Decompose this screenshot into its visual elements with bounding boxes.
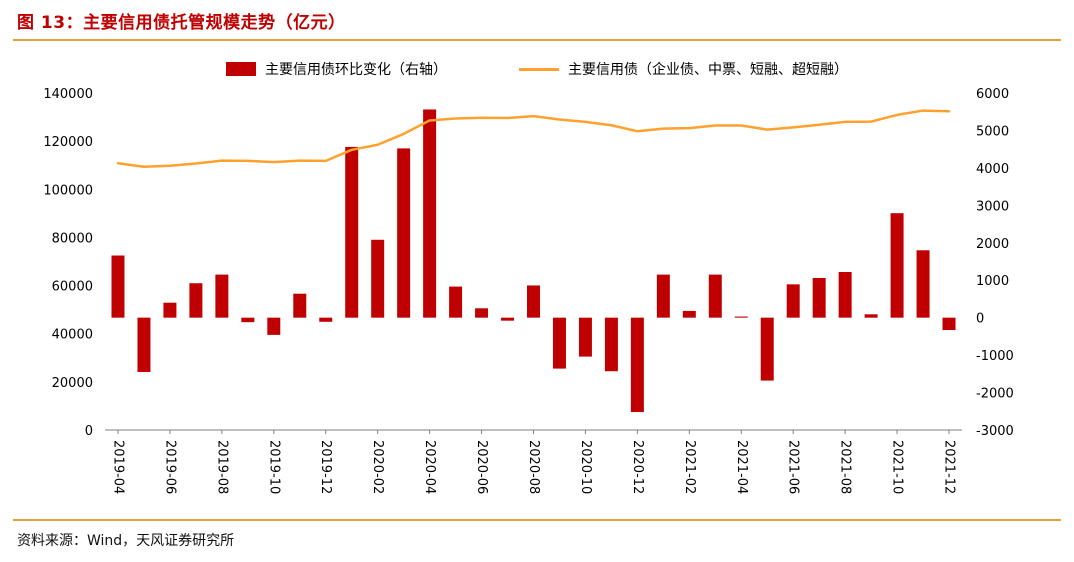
bar-month-change: [449, 286, 463, 318]
legend-label-line-series: 主要信用债（企业债、中票、短融、超短融）: [568, 62, 848, 78]
bar-series-swatch-icon: [226, 62, 256, 76]
figure-footer: 资料来源：Wind，天风证券研究所: [13, 519, 1061, 562]
bar-month-change: [241, 317, 255, 323]
right-axis-tick-label: -2000: [976, 387, 1014, 402]
x-axis-tick-label: 2020-08: [526, 440, 541, 494]
line-series-swatch-icon: [519, 67, 559, 71]
right-axis-tick-label: 3000: [976, 199, 1009, 214]
left-axis-tick-label: 60000: [52, 280, 93, 295]
legend-item-bar-series: 主要信用债环比变化（右轴）: [226, 59, 447, 79]
x-axis-tick-label: 2019-12: [318, 440, 333, 494]
source-note: 资料来源：Wind，天风证券研究所: [17, 533, 235, 549]
x-axis-tick-label: 2020-12: [630, 440, 645, 494]
x-axis-tick-label: 2019-10: [266, 440, 281, 494]
right-axis-tick-label: -3000: [976, 424, 1014, 439]
x-axis-tick-label: 2020-10: [578, 440, 593, 494]
bar-month-change: [890, 213, 904, 318]
bar-month-change: [475, 308, 489, 318]
bar-month-change: [267, 317, 281, 335]
bar-month-change: [578, 317, 592, 357]
bar-month-change: [501, 317, 515, 321]
right-axis-tick-label: 0: [976, 312, 984, 327]
x-axis-tick-label: 2021-02: [682, 440, 697, 494]
x-axis-tick-label: 2021-08: [838, 440, 853, 494]
bar-month-change: [319, 317, 333, 322]
bar-month-change: [397, 148, 411, 318]
bar-month-change: [864, 314, 878, 318]
bar-month-change: [137, 317, 151, 372]
left-axis-tick-label: 0: [85, 424, 93, 439]
x-axis-tick-label: 2021-06: [786, 440, 801, 494]
bar-month-change: [734, 316, 748, 318]
x-axis-tick-label: 2020-02: [370, 440, 385, 494]
bar-month-change: [656, 274, 670, 318]
bar-month-change: [527, 285, 540, 318]
legend-item-line-series: 主要信用债（企业债、中票、短融、超短融）: [519, 59, 848, 79]
right-axis-tick-label: 6000: [976, 87, 1009, 102]
legend-label-bar-series: 主要信用债环比变化（右轴）: [265, 62, 447, 78]
bar-month-change: [293, 293, 307, 318]
bar-month-change: [682, 310, 696, 318]
right-axis-tick-label: -1000: [976, 349, 1014, 364]
right-axis-tick-label: 4000: [976, 162, 1009, 177]
bar-month-change: [604, 317, 618, 372]
x-axis-tick-label: 2020-06: [474, 440, 489, 494]
left-axis-tick-label: 140000: [43, 87, 93, 102]
x-axis-tick-label: 2019-06: [162, 440, 177, 494]
bar-month-change: [111, 255, 125, 318]
right-axis-tick-label: 1000: [976, 274, 1009, 289]
bar-month-change: [423, 109, 437, 318]
left-axis-tick-label: 40000: [52, 328, 93, 343]
bar-month-change: [552, 317, 566, 369]
left-axis-tick-label: 120000: [43, 135, 93, 150]
x-axis-tick-label: 2021-12: [942, 440, 957, 494]
bar-month-change: [916, 250, 930, 318]
chart-legend: 主要信用债环比变化（右轴） 主要信用债（企业债、中票、短融、超短融）: [0, 59, 1074, 79]
x-axis-tick-label: 2021-10: [890, 440, 905, 494]
figure-header: 图 13：主要信用债托管规模走势（亿元）: [13, 0, 1061, 41]
x-axis-tick-label: 2019-08: [214, 440, 229, 494]
left-axis-tick-label: 100000: [43, 183, 93, 198]
left-axis-tick-label: 80000: [52, 231, 93, 246]
figure-title: 图 13：主要信用债托管规模走势（亿元）: [17, 13, 346, 33]
right-axis-tick-label: 2000: [976, 237, 1009, 252]
x-axis-tick-label: 2020-04: [422, 440, 437, 494]
bar-month-change: [630, 317, 644, 413]
bar-month-change: [838, 271, 852, 318]
bar-month-change: [942, 317, 956, 331]
bar-month-change: [812, 277, 826, 318]
bar-month-change: [786, 284, 800, 318]
bar-month-change: [371, 239, 385, 318]
right-axis-tick-label: 5000: [976, 124, 1009, 139]
bar-month-change: [163, 302, 177, 318]
x-axis-tick-label: 2019-04: [110, 440, 125, 494]
line-total-series: [116, 109, 951, 169]
chart-plot: 020000400006000080000100000120000140000-…: [43, 87, 1014, 494]
bar-month-change: [215, 274, 229, 318]
x-axis-tick-label: 2021-04: [734, 440, 749, 494]
bar-month-change: [189, 283, 203, 318]
bar-month-change: [345, 146, 359, 318]
bar-month-change: [760, 317, 774, 381]
left-axis-tick-label: 20000: [52, 376, 93, 391]
bar-month-change: [708, 274, 722, 318]
